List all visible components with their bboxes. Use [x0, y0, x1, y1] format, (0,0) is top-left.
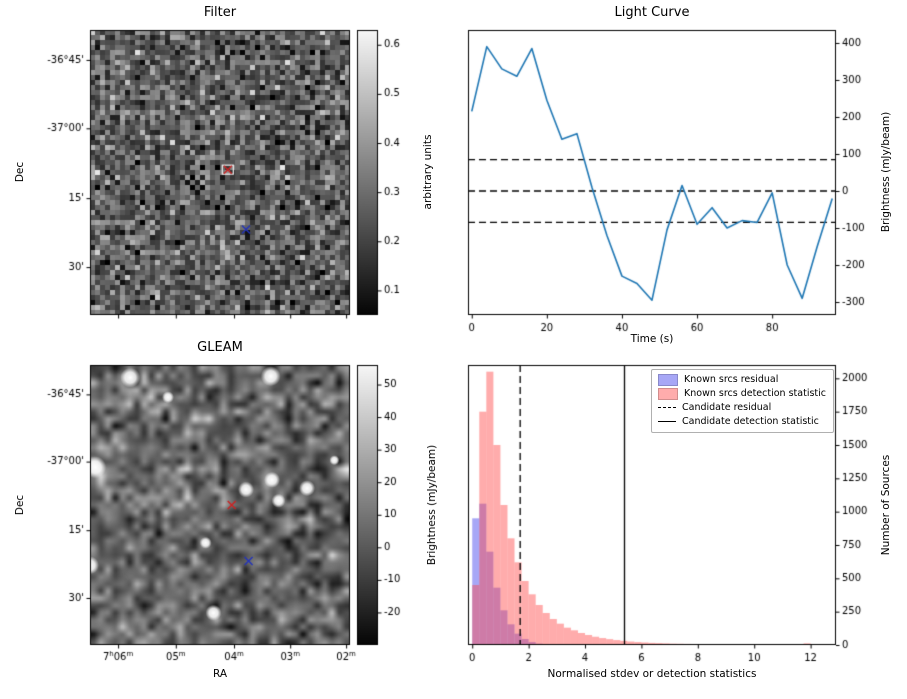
legend-item: Known srcs detection statistic [658, 387, 826, 400]
legend-item-label: Known srcs residual [684, 374, 779, 385]
legend-dashed-line-icon [658, 406, 676, 408]
legend-dashed-sample [658, 403, 676, 413]
light-curve-ylabel: Brightness (mJy/beam) [880, 111, 892, 233]
legend-item: Known srcs residual [658, 373, 826, 386]
gleam-ylabel: Dec [14, 494, 26, 516]
filter-title: Filter [203, 5, 237, 20]
gleam-colorbar-label: Brightness (mJy/beam) [426, 444, 438, 566]
legend-item: Candidate residual [658, 401, 826, 414]
legend: Known srcs residual Known srcs detection … [651, 369, 834, 433]
legend-item: Candidate detection statistic [658, 415, 826, 428]
legend-patch [658, 387, 678, 400]
histogram-xlabel: Normalised stdev or detection statistics [547, 668, 757, 680]
light-curve-xlabel: Time (s) [630, 333, 674, 345]
light-curve-title: Light Curve [614, 5, 690, 20]
legend-solid-sample [658, 417, 676, 427]
legend-item-label: Known srcs detection statistic [684, 388, 826, 399]
gleam-xlabel: RA [212, 668, 228, 680]
histogram-ylabel: Number of Sources [880, 454, 892, 556]
legend-patch [658, 373, 678, 386]
gleam-title: GLEAM [197, 340, 243, 355]
legend-item-label: Candidate residual [682, 402, 772, 413]
legend-item-label: Candidate detection statistic [682, 416, 819, 427]
filter-ylabel: Dec [14, 161, 26, 183]
legend-solid-line-icon [658, 420, 676, 422]
filter-colorbar-label: arbitrary units [422, 134, 434, 210]
